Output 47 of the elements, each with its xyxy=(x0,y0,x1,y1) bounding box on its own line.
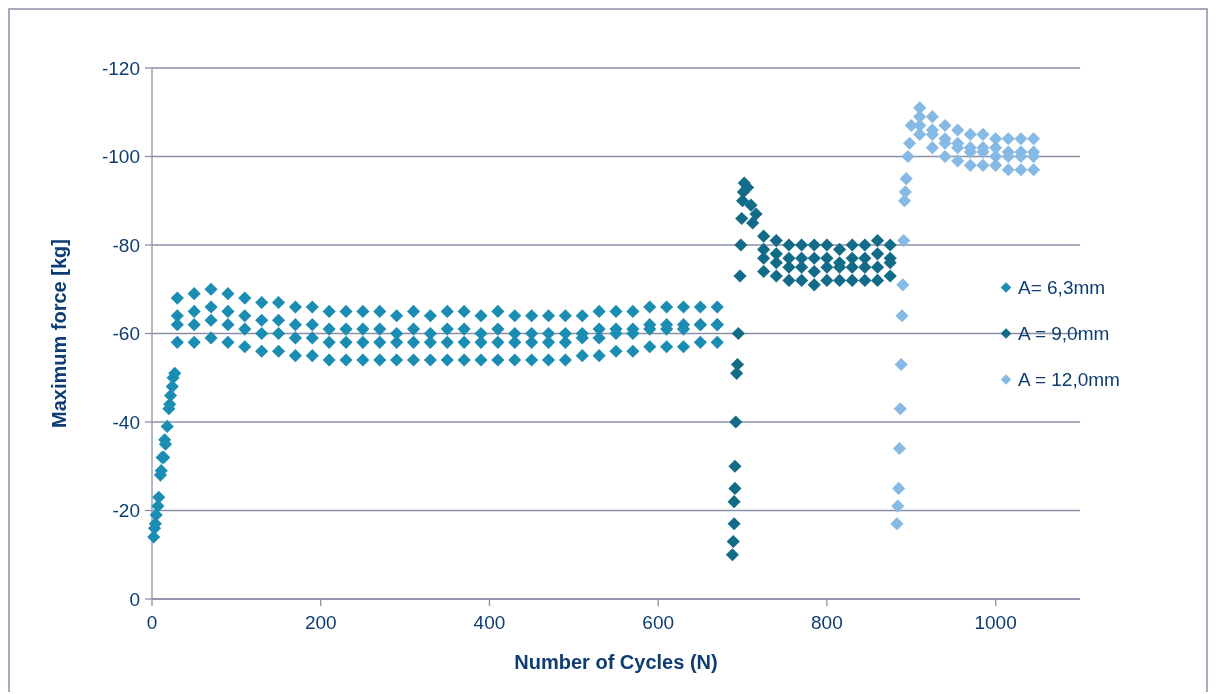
y-tick-label: -60 xyxy=(112,323,140,345)
x-tick-label: 0 xyxy=(146,612,158,633)
point xyxy=(963,158,977,172)
point xyxy=(1014,163,1028,177)
y-axis-title: Maximum force [kg] xyxy=(48,239,70,428)
x-axis-title: Number of Cycles (N) xyxy=(514,651,718,673)
x-tick-label: 400 xyxy=(473,612,506,633)
point xyxy=(892,441,907,456)
y-tick-label: -40 xyxy=(112,411,140,433)
point xyxy=(901,149,915,164)
point xyxy=(1001,132,1015,146)
point xyxy=(976,158,990,172)
x-tick-label: 200 xyxy=(304,612,337,633)
point xyxy=(925,141,939,155)
point xyxy=(890,517,904,531)
y-tick-label: 0 xyxy=(129,588,140,610)
point xyxy=(895,309,909,323)
point xyxy=(891,499,905,513)
point xyxy=(897,234,911,248)
legend-label: A = 12,0mm xyxy=(1018,369,1120,391)
point xyxy=(894,357,908,372)
point xyxy=(938,149,952,164)
point xyxy=(925,110,939,124)
point xyxy=(951,154,965,168)
point xyxy=(898,185,912,199)
point xyxy=(903,136,917,150)
legend-label: A = 9,0mm xyxy=(1018,323,1110,345)
point xyxy=(976,127,990,141)
legend-label: A= 6,3mm xyxy=(1018,277,1106,299)
y-tick-label: -100 xyxy=(101,146,140,168)
point xyxy=(938,118,952,133)
x-tick-label: 800 xyxy=(811,612,843,633)
point xyxy=(1001,163,1015,177)
point xyxy=(896,278,910,292)
point xyxy=(1027,163,1041,177)
y-tick-label: -20 xyxy=(112,500,140,522)
point xyxy=(1014,132,1028,146)
y-tick-label: -80 xyxy=(112,234,140,256)
x-tick-label: 600 xyxy=(642,612,675,633)
point xyxy=(1027,132,1041,146)
point xyxy=(892,481,906,495)
point xyxy=(893,402,907,416)
y-tick-label: -120 xyxy=(101,57,140,79)
point xyxy=(899,172,913,186)
x-tick-label: 1000 xyxy=(974,612,1017,633)
point xyxy=(951,123,965,137)
point xyxy=(963,127,977,141)
